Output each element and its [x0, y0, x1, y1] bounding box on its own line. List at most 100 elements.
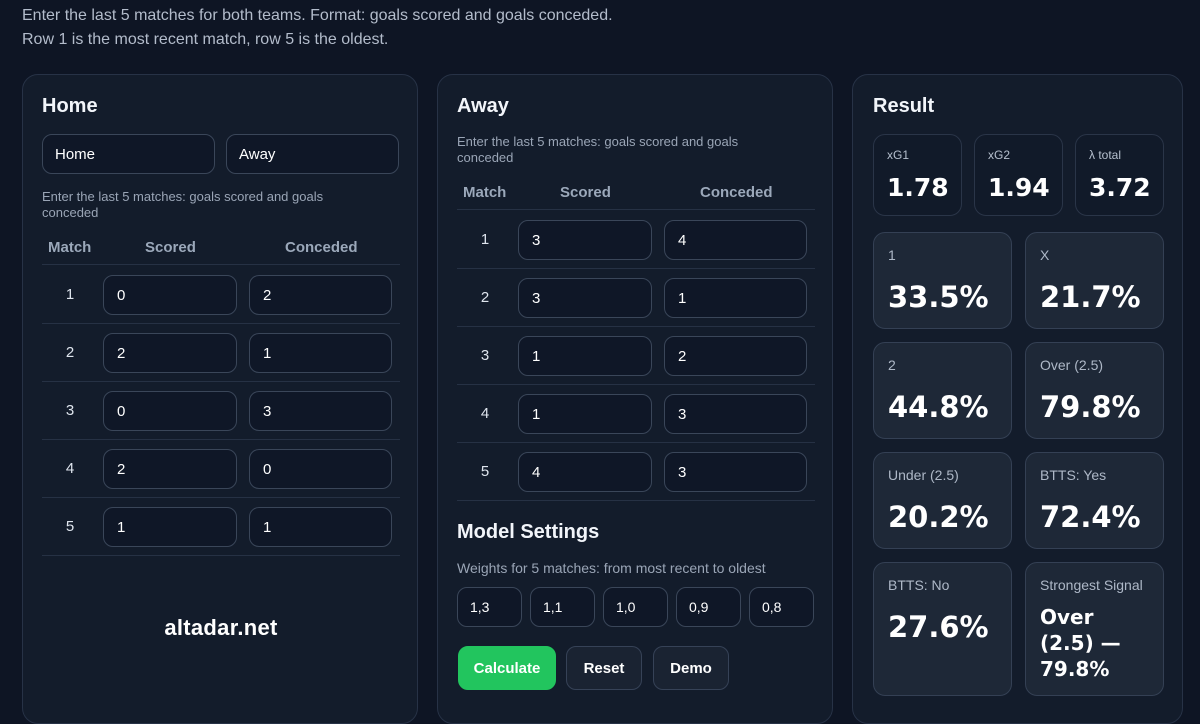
card-value: Over (2.5) — 79.8%: [1040, 605, 1121, 681]
card-home-win: 1 33.5%: [873, 232, 1012, 329]
stat-xg2: xG2 1.94: [974, 134, 1063, 216]
header-scored: Scored: [560, 184, 611, 201]
result-panel: Result xG1 1.78 xG2 1.94 λ total 3.72 1 …: [852, 74, 1183, 724]
card-value: 44.8%: [888, 390, 989, 424]
card-value: 20.2%: [888, 500, 989, 534]
match-number: 1: [480, 231, 490, 248]
card-btts-yes: BTTS: Yes 72.4%: [1025, 452, 1164, 549]
card-label: BTTS: Yes: [1040, 467, 1107, 483]
home-title: Home: [42, 95, 98, 117]
table-row: 1: [42, 266, 400, 324]
match-number: 2: [480, 289, 490, 306]
away-conceded-input[interactable]: [664, 220, 807, 260]
table-row: 4: [457, 385, 815, 443]
card-value: 79.8%: [1040, 390, 1141, 424]
home-panel: Home Enter the last 5 matches: goals sco…: [22, 74, 418, 724]
table-row: 1: [457, 211, 815, 269]
card-value: 72.4%: [1040, 500, 1141, 534]
away-table-header: Match Scored Conceded: [457, 174, 815, 210]
match-number: 5: [480, 463, 490, 480]
stat-lambda-total: λ total 3.72: [1075, 134, 1164, 216]
card-draw: X 21.7%: [1025, 232, 1164, 329]
away-scored-input[interactable]: [518, 278, 652, 318]
calculate-button[interactable]: Calculate: [458, 646, 556, 690]
away-panel: Away Enter the last 5 matches: goals sco…: [437, 74, 833, 724]
home-scored-input[interactable]: [103, 507, 237, 547]
intro-text: Enter the last 5 matches for both teams.…: [22, 4, 613, 52]
header-scored: Scored: [145, 239, 196, 256]
stat-value: 1.78: [887, 173, 949, 202]
stat-xg1: xG1 1.78: [873, 134, 962, 216]
table-row: 2: [457, 269, 815, 327]
away-conceded-input[interactable]: [664, 452, 807, 492]
home-scored-input[interactable]: [103, 449, 237, 489]
home-table-header: Match Scored Conceded: [42, 229, 400, 265]
intro-line-2: Row 1 is the most recent match, row 5 is…: [22, 31, 389, 48]
table-row: 3: [42, 382, 400, 440]
away-scored-input[interactable]: [518, 394, 652, 434]
brand-text: altadar.net: [164, 615, 278, 640]
home-conceded-input[interactable]: [249, 391, 392, 431]
match-number: 3: [480, 347, 490, 364]
away-conceded-input[interactable]: [664, 394, 807, 434]
away-team-input[interactable]: [226, 134, 399, 174]
home-scored-input[interactable]: [103, 275, 237, 315]
home-scored-input[interactable]: [103, 391, 237, 431]
away-scored-input[interactable]: [518, 336, 652, 376]
home-conceded-input[interactable]: [249, 507, 392, 547]
match-number: 3: [65, 402, 75, 419]
home-hint: Enter the last 5 matches: goals scored a…: [42, 189, 324, 220]
card-label: BTTS: No: [888, 577, 950, 593]
intro-line-1: Enter the last 5 matches for both teams.…: [22, 7, 613, 24]
home-team-input[interactable]: [42, 134, 215, 174]
card-label: 2: [888, 357, 896, 373]
table-row: 4: [42, 440, 400, 498]
card-value: 21.7%: [1040, 280, 1141, 314]
stat-value: 1.94: [988, 173, 1050, 202]
reset-button[interactable]: Reset: [566, 646, 642, 690]
match-number: 4: [480, 405, 490, 422]
match-number: 5: [65, 518, 75, 535]
stat-value: 3.72: [1089, 173, 1151, 202]
card-strongest-signal: Strongest Signal Over (2.5) — 79.8%: [1025, 562, 1164, 696]
away-hint: Enter the last 5 matches: goals scored a…: [457, 134, 739, 165]
card-under: Under (2.5) 20.2%: [873, 452, 1012, 549]
weight-input-2[interactable]: [530, 587, 595, 627]
header-match: Match: [48, 239, 92, 256]
table-row: 5: [457, 443, 815, 501]
card-btts-no: BTTS: No 27.6%: [873, 562, 1012, 696]
weights-hint: Weights for 5 matches: from most recent …: [457, 560, 766, 576]
table-row: 5: [42, 498, 400, 556]
match-number: 2: [65, 344, 75, 361]
weight-input-1[interactable]: [457, 587, 522, 627]
weight-input-5[interactable]: [749, 587, 814, 627]
away-conceded-input[interactable]: [664, 278, 807, 318]
header-conceded: Conceded: [285, 239, 358, 256]
card-away-win: 2 44.8%: [873, 342, 1012, 439]
table-row: 2: [42, 324, 400, 382]
home-conceded-input[interactable]: [249, 333, 392, 373]
card-label: 1: [888, 247, 896, 263]
home-conceded-input[interactable]: [249, 449, 392, 489]
away-conceded-input[interactable]: [664, 336, 807, 376]
table-row: 3: [457, 327, 815, 385]
stat-label: xG1: [887, 148, 910, 162]
card-label: Strongest Signal: [1040, 577, 1143, 593]
away-scored-input[interactable]: [518, 452, 652, 492]
weight-input-4[interactable]: [676, 587, 741, 627]
away-title: Away: [457, 95, 509, 117]
card-label: X: [1040, 247, 1050, 263]
match-number: 1: [65, 286, 75, 303]
match-number: 4: [65, 460, 75, 477]
home-conceded-input[interactable]: [249, 275, 392, 315]
home-scored-input[interactable]: [103, 333, 237, 373]
demo-button[interactable]: Demo: [653, 646, 729, 690]
card-over: Over (2.5) 79.8%: [1025, 342, 1164, 439]
model-settings-title: Model Settings: [457, 521, 600, 543]
weight-input-3[interactable]: [603, 587, 668, 627]
header-match: Match: [463, 184, 507, 201]
header-conceded: Conceded: [700, 184, 773, 201]
result-title: Result: [873, 95, 935, 117]
away-scored-input[interactable]: [518, 220, 652, 260]
card-label: Under (2.5): [888, 467, 959, 483]
